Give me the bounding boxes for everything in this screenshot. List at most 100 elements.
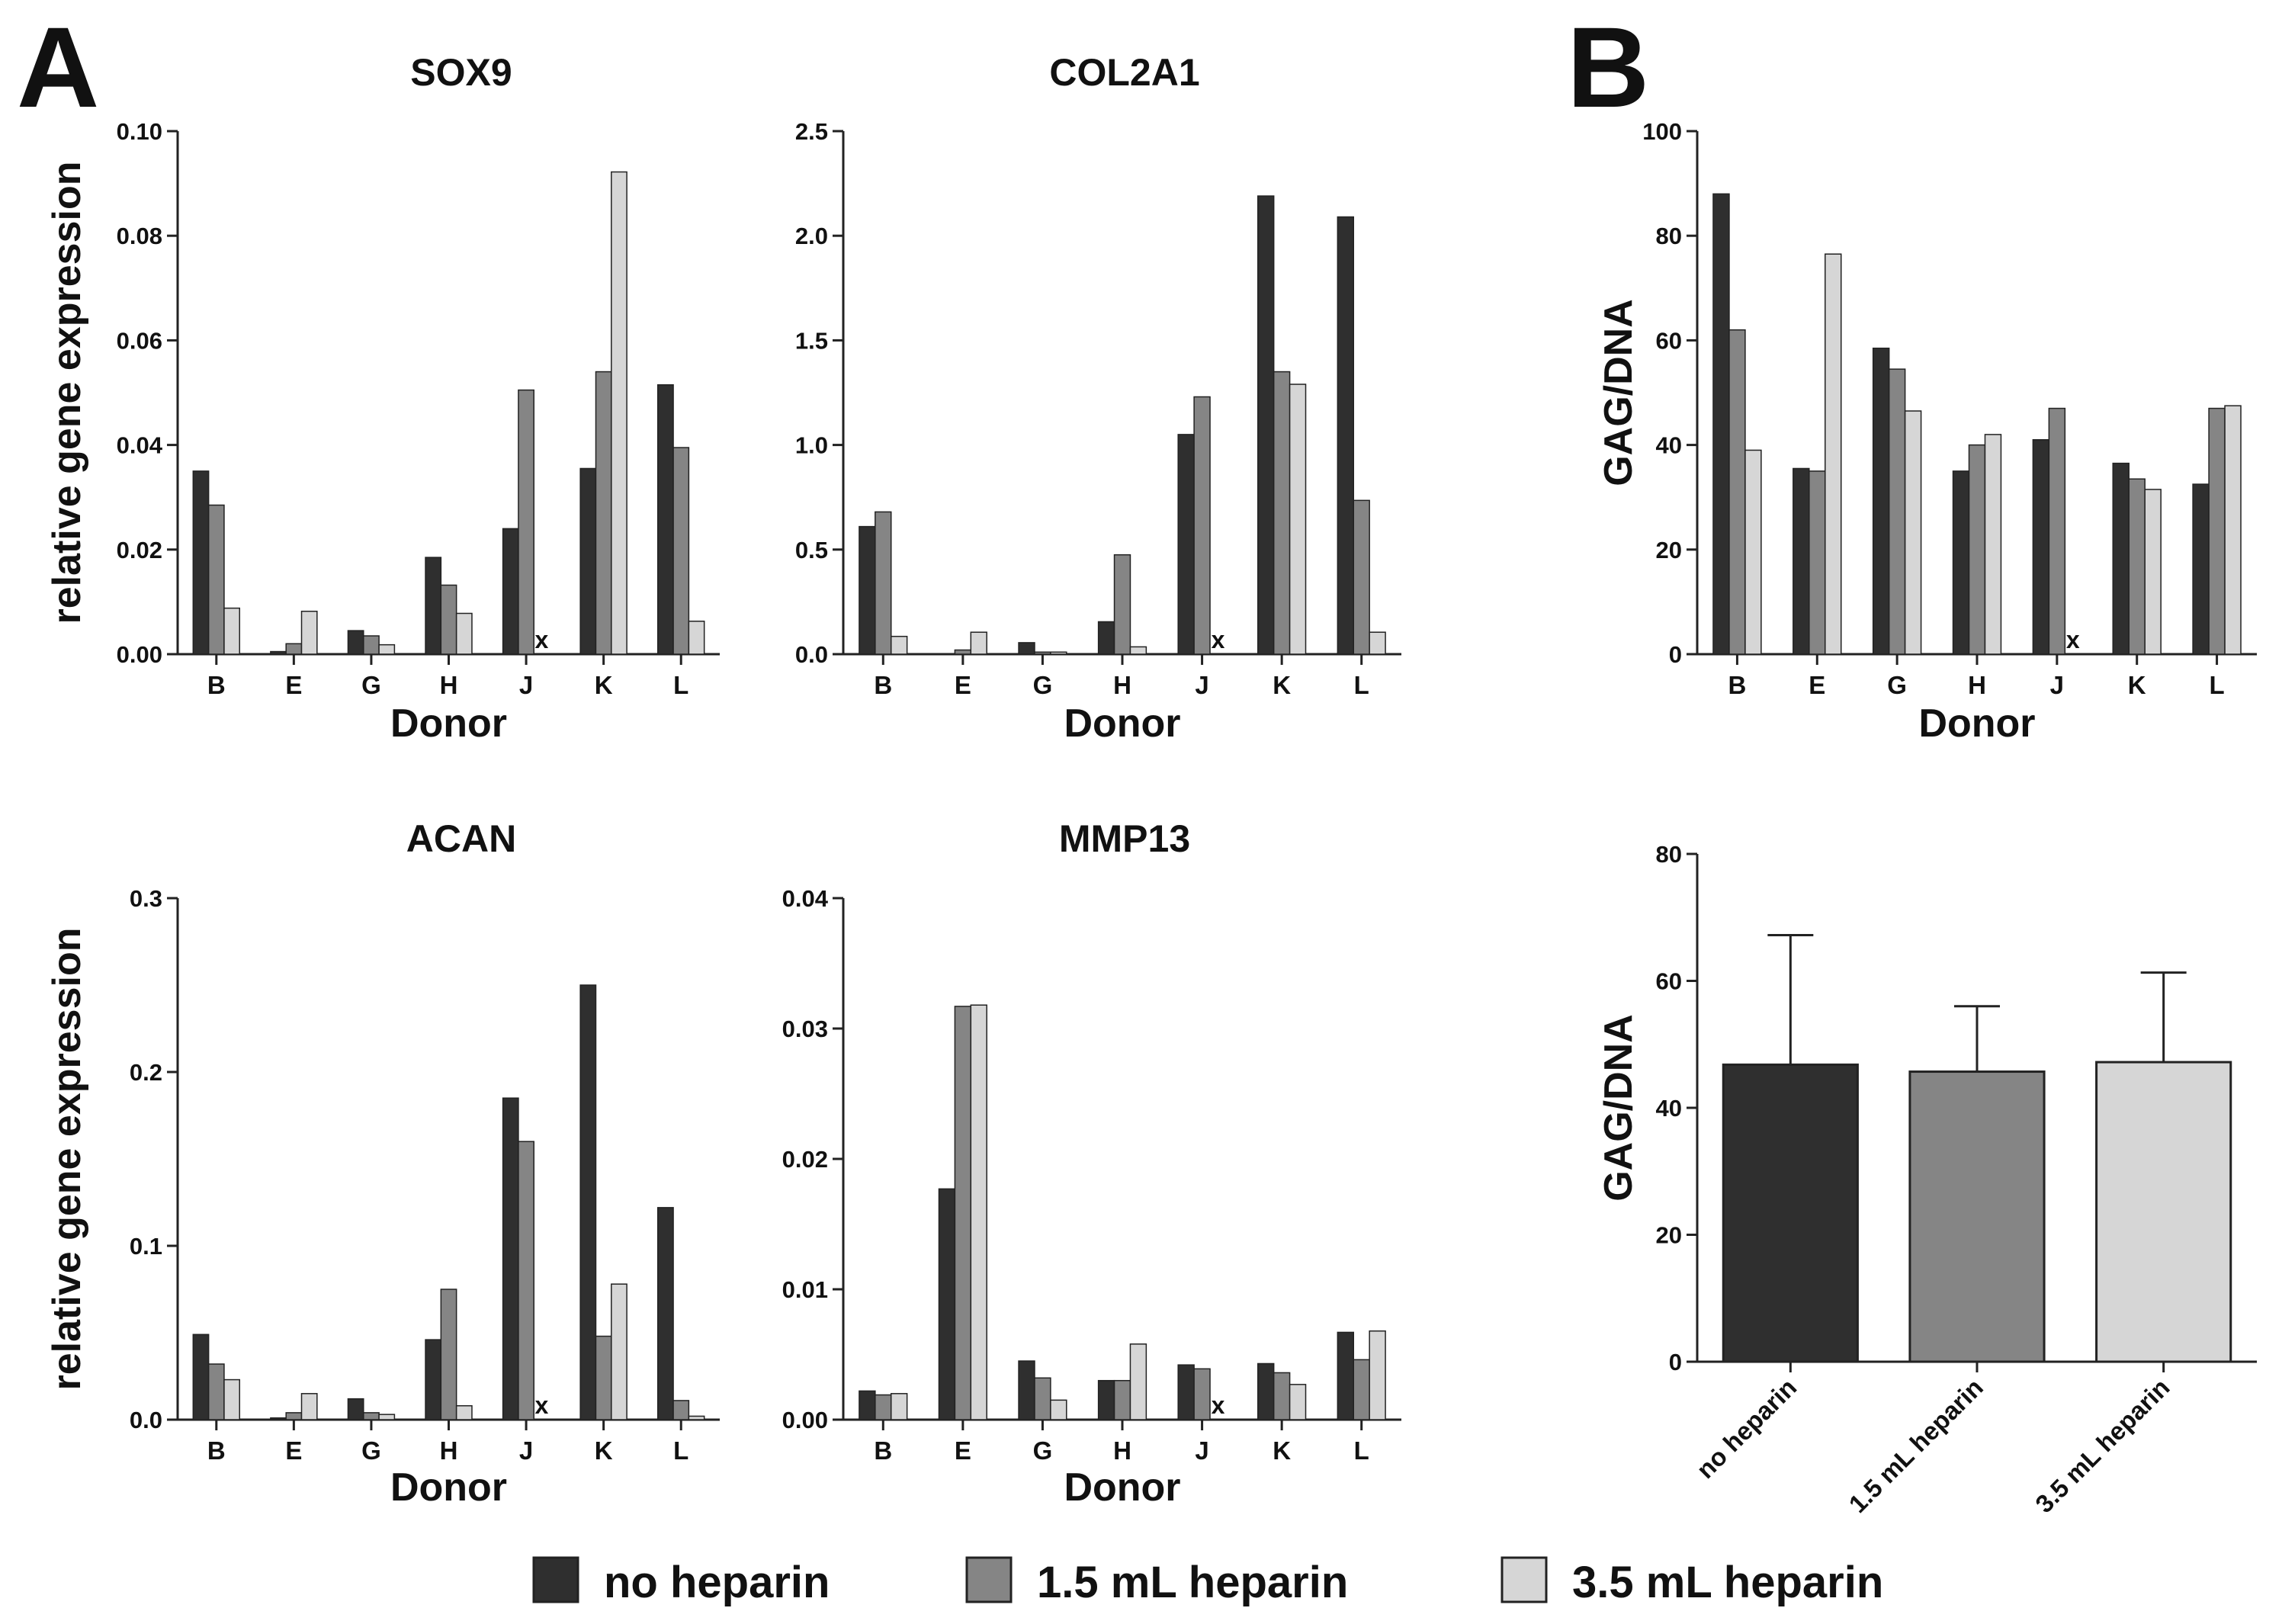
bar [1018,642,1035,655]
x-tick-label: L [1354,671,1369,699]
bar [938,653,956,656]
y-tick-label: 0.3 [130,885,162,912]
bar [1968,444,1986,655]
x-tick-label: J [519,671,533,699]
x-tick-label: K [595,1436,613,1465]
y-tick-label: 100 [1642,118,1682,145]
x-tick-label: E [285,1436,302,1465]
x-tick-label: B [207,671,226,699]
x-tick-label: K [1273,1436,1291,1465]
x-tick-label: K [595,671,613,699]
chart-col2a1: COL2A1 0.0 0.5 1.0 1.5 2.0 2.5 Donor B E G H Jx K L [795,51,1401,746]
x-tick-label: L [2209,671,2224,699]
bar [502,1097,519,1420]
bar [595,1335,612,1420]
bar [611,1283,627,1420]
x-axis-title: Donor [1064,701,1180,746]
bar [347,1398,364,1420]
x-axis-title: Donor [390,1465,507,1510]
bar [2095,1061,2232,1363]
bar [270,650,287,655]
bar [688,1415,705,1420]
x-tick-label: L [1354,1436,1369,1465]
bar [970,631,987,655]
bar [2128,478,2146,655]
bar [2208,407,2226,655]
x-tick-label: G [1887,671,1907,699]
bar [2144,489,2162,655]
y-tick-label: 80 [1656,223,1682,249]
x-tick-label: L [673,1436,688,1465]
bar [2192,483,2210,655]
bar [1113,554,1131,655]
y-tick-label: 0.10 [117,118,162,145]
bar [954,649,972,655]
legend-swatch-no-heparin [532,1556,579,1603]
x-tick-label: E [955,671,971,699]
x-axis-title: Donor [390,701,507,746]
x-tick-label: H [440,671,458,699]
bar [300,1393,318,1420]
legend-label-1-5-ml-heparin: 1.5 mL heparin [1037,1558,1348,1607]
bar [1177,1364,1195,1420]
bar [285,1412,303,1420]
bar [425,1339,442,1420]
bar [192,470,210,655]
y-tick-label: 0 [1669,641,1682,668]
bar [1888,368,1906,655]
bar [1353,499,1370,655]
x-tick-label: 1.5 mL heparin [1844,1373,1988,1518]
bar [1097,621,1115,655]
bar [207,1363,225,1420]
bar [954,1006,972,1420]
x-tick-label: B [874,1436,892,1465]
legend-label-3-5-ml-heparin: 3.5 mL heparin [1572,1558,1883,1607]
bar [859,525,876,655]
bar [425,557,442,655]
bar [875,1394,892,1420]
y-tick-label: 2.5 [795,118,828,145]
bar [1728,329,1746,655]
y-tick-label: 0.00 [782,1407,828,1433]
bar [378,1414,396,1420]
bar [2048,407,2066,655]
y-tick-label: 20 [1656,1222,1682,1249]
missing-value-marker: x [534,626,548,653]
x-tick-label: E [1809,671,1825,699]
bar [192,1334,210,1420]
y-tick-label: 0.03 [782,1016,828,1042]
y-axis-title: relative gene expression [45,162,89,624]
bar [938,1188,956,1420]
bar [1904,410,1922,655]
y-tick-label: 0.5 [795,537,828,563]
chart-title: MMP13 [1059,817,1190,860]
legend-swatch-1-5-ml-heparin [965,1556,1013,1603]
bar [1369,631,1386,655]
bar [1129,1343,1147,1420]
bar [270,1417,287,1420]
bar [440,1289,457,1420]
x-tick-label: E [285,671,302,699]
bar [347,630,364,655]
bar [1129,646,1147,655]
x-tick-label: B [1728,671,1747,699]
x-tick-label: G [361,671,381,699]
bar [1097,1379,1115,1420]
y-tick-label: 0.1 [130,1233,162,1260]
bar [1257,195,1275,655]
bar [1273,371,1291,655]
bar [1113,1379,1131,1420]
x-tick-label: E [955,1436,971,1465]
y-tick-label: 0.04 [117,432,163,459]
bar [1369,1330,1386,1420]
bar [2032,438,2050,655]
y-axis-title: GAG/DNA [1597,299,1641,486]
bar [223,607,241,655]
y-tick-label: 60 [1656,327,1682,354]
y-tick-label: 80 [1656,841,1682,868]
bar [1337,216,1355,655]
bar [440,584,457,655]
y-tick-label: 40 [1656,1095,1682,1122]
y-tick-label: 0.0 [795,641,828,668]
